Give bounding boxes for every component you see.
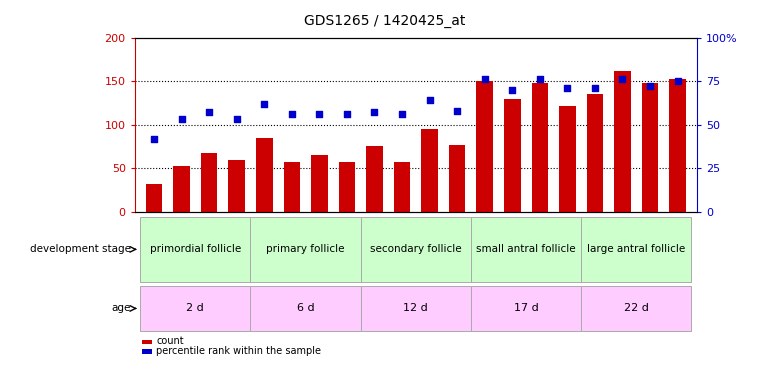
Bar: [142, 349, 152, 354]
Bar: [504, 99, 521, 212]
Point: [230, 117, 243, 123]
Point: [203, 110, 216, 116]
Point: [286, 111, 298, 117]
Point: [644, 83, 656, 89]
Bar: [581, 217, 691, 282]
Bar: [173, 166, 190, 212]
Bar: [477, 81, 493, 212]
Text: 6 d: 6 d: [296, 303, 314, 313]
Bar: [669, 80, 686, 212]
Point: [451, 108, 464, 114]
Bar: [367, 147, 383, 212]
Bar: [393, 162, 410, 212]
Bar: [471, 286, 581, 331]
Bar: [256, 138, 273, 212]
Point: [589, 85, 601, 91]
Text: percentile rank within the sample: percentile rank within the sample: [156, 346, 321, 355]
Bar: [587, 94, 603, 212]
Bar: [360, 286, 471, 331]
Text: small antral follicle: small antral follicle: [476, 244, 576, 254]
Text: large antral follicle: large antral follicle: [587, 244, 685, 254]
Point: [258, 101, 270, 107]
Bar: [339, 162, 355, 212]
Text: primordial follicle: primordial follicle: [149, 244, 241, 254]
Bar: [140, 217, 250, 282]
Text: development stage: development stage: [30, 244, 131, 254]
Point: [341, 111, 353, 117]
Bar: [146, 184, 162, 212]
Text: age: age: [112, 303, 131, 313]
Point: [534, 76, 546, 82]
Bar: [311, 155, 327, 212]
Text: 12 d: 12 d: [403, 303, 428, 313]
Bar: [614, 70, 631, 212]
Bar: [559, 105, 576, 212]
Bar: [140, 286, 250, 331]
Bar: [449, 145, 465, 212]
Text: GDS1265 / 1420425_at: GDS1265 / 1420425_at: [304, 13, 466, 28]
Bar: [641, 83, 658, 212]
Bar: [250, 286, 360, 331]
Point: [671, 78, 684, 84]
Text: count: count: [156, 336, 184, 346]
Bar: [201, 153, 217, 212]
Text: primary follicle: primary follicle: [266, 244, 345, 254]
Text: 2 d: 2 d: [186, 303, 204, 313]
Text: secondary follicle: secondary follicle: [370, 244, 461, 254]
Bar: [250, 217, 360, 282]
Bar: [581, 286, 691, 331]
Bar: [283, 162, 300, 212]
Bar: [471, 217, 581, 282]
Point: [313, 111, 326, 117]
Point: [148, 136, 160, 142]
Point: [424, 97, 436, 103]
Text: 17 d: 17 d: [514, 303, 538, 313]
Point: [506, 87, 518, 93]
Point: [396, 111, 408, 117]
Bar: [360, 217, 471, 282]
Point: [478, 76, 490, 82]
Text: 22 d: 22 d: [624, 303, 648, 313]
Bar: [142, 340, 152, 344]
Bar: [229, 160, 245, 212]
Bar: [531, 83, 548, 212]
Bar: [421, 129, 438, 212]
Point: [176, 117, 188, 123]
Point: [368, 110, 380, 116]
Point: [616, 76, 628, 82]
Point: [561, 85, 574, 91]
